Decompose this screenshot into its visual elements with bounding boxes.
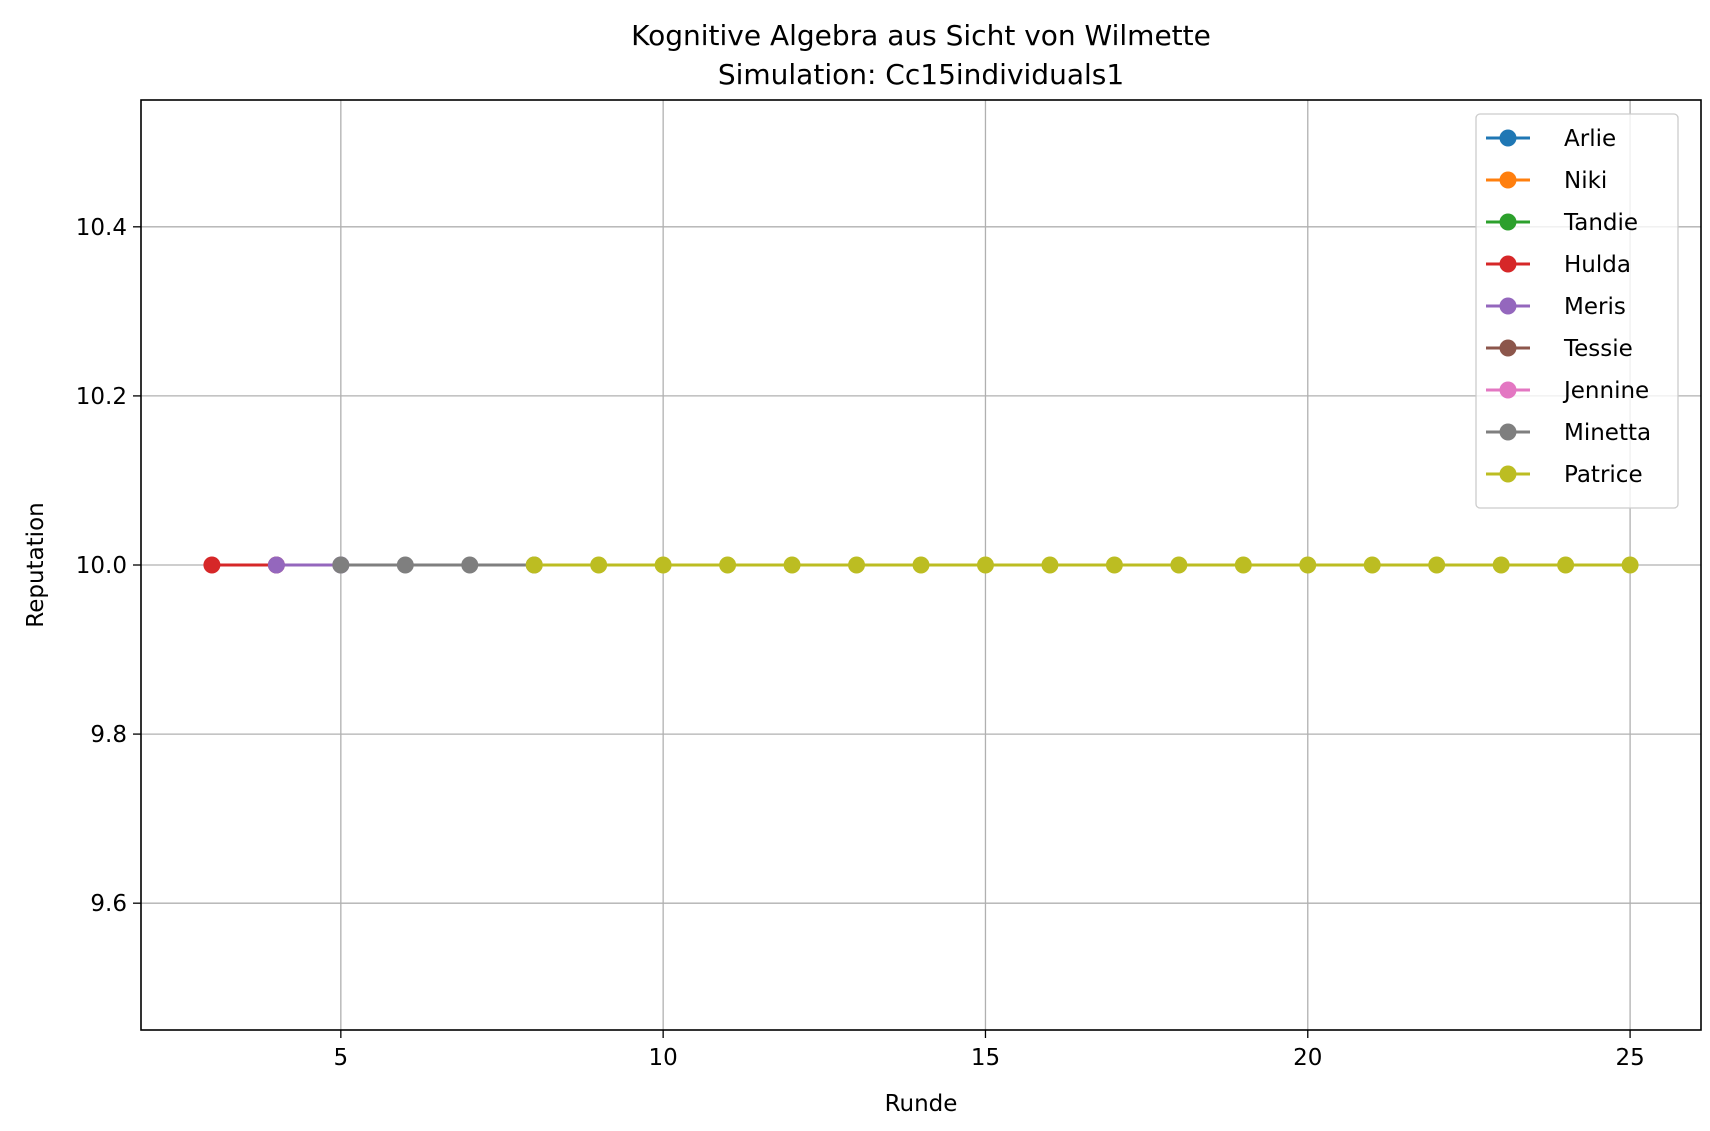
- x-tick-label: 10: [649, 1045, 678, 1071]
- data-point-patrice: [654, 556, 672, 574]
- data-point-patrice: [912, 556, 930, 574]
- data-point-patrice: [1234, 556, 1252, 574]
- y-tick-label: 9.6: [90, 891, 127, 917]
- legend-label-niki: Niki: [1564, 168, 1607, 194]
- series-layer: [203, 556, 1639, 574]
- data-point-minetta: [396, 556, 414, 574]
- legend-swatch-marker-patrice: [1499, 465, 1517, 483]
- legend-label-arlie: Arlie: [1564, 126, 1616, 152]
- x-tick-label: 15: [971, 1045, 1000, 1071]
- data-point-patrice: [525, 556, 543, 574]
- legend-label-tessie: Tessie: [1563, 336, 1633, 362]
- data-point-patrice: [719, 556, 737, 574]
- x-tick-label: 20: [1293, 1045, 1322, 1071]
- y-tick-label: 10.2: [76, 384, 127, 410]
- y-axis-label: Reputation: [23, 502, 49, 627]
- data-point-patrice: [976, 556, 994, 574]
- data-point-patrice: [1492, 556, 1510, 574]
- legend-label-hulda: Hulda: [1564, 252, 1631, 278]
- legend-label-patrice: Patrice: [1564, 462, 1643, 488]
- data-point-patrice: [1557, 556, 1575, 574]
- legend-swatch-marker-niki: [1499, 171, 1517, 189]
- legend-label-minetta: Minetta: [1564, 420, 1651, 446]
- data-point-patrice: [848, 556, 866, 574]
- data-point-patrice: [1363, 556, 1381, 574]
- data-point-meris: [267, 556, 285, 574]
- legend-swatch-marker-jennine: [1499, 381, 1517, 399]
- legend-box: [1475, 113, 1679, 509]
- data-point-patrice: [1621, 556, 1639, 574]
- data-point-hulda: [203, 556, 221, 574]
- legend-swatch-marker-meris: [1499, 297, 1517, 315]
- data-point-patrice: [783, 556, 801, 574]
- y-tick-label: 9.8: [90, 722, 127, 748]
- legend: Arlie Niki Tandie Hulda Meris Tessie Jennine Mi…: [1475, 113, 1679, 509]
- data-point-patrice: [1041, 556, 1059, 574]
- legend-swatch-marker-tessie: [1499, 339, 1517, 357]
- legend-swatch-marker-tandie: [1499, 213, 1517, 231]
- axis-ticks: 5 10 15 20 25 9.6 9.8 10.0 10.2 10.4: [76, 215, 1645, 1071]
- data-point-patrice: [1105, 556, 1123, 574]
- legend-swatch-marker-hulda: [1499, 255, 1517, 273]
- x-tick-label: 25: [1615, 1045, 1644, 1071]
- legend-label-jennine: Jennine: [1562, 378, 1649, 404]
- data-point-patrice: [1428, 556, 1446, 574]
- legend-label-tandie: Tandie: [1563, 210, 1638, 236]
- chart-title: Kognitive Algebra aus Sicht von Wilmette: [631, 19, 1211, 52]
- chart-subtitle: Simulation: Cc15individuals1: [718, 58, 1124, 91]
- x-axis-label: Runde: [885, 1091, 958, 1117]
- y-tick-label: 10.0: [76, 553, 127, 579]
- legend-swatch-marker-arlie: [1499, 129, 1517, 147]
- legend-label-meris: Meris: [1564, 294, 1626, 320]
- legend-swatch-marker-minetta: [1499, 423, 1517, 441]
- data-point-minetta: [332, 556, 350, 574]
- data-point-patrice: [590, 556, 608, 574]
- data-point-minetta: [461, 556, 479, 574]
- x-tick-label: 5: [334, 1045, 349, 1071]
- y-tick-label: 10.4: [76, 215, 127, 241]
- data-point-patrice: [1170, 556, 1188, 574]
- data-point-patrice: [1299, 556, 1317, 574]
